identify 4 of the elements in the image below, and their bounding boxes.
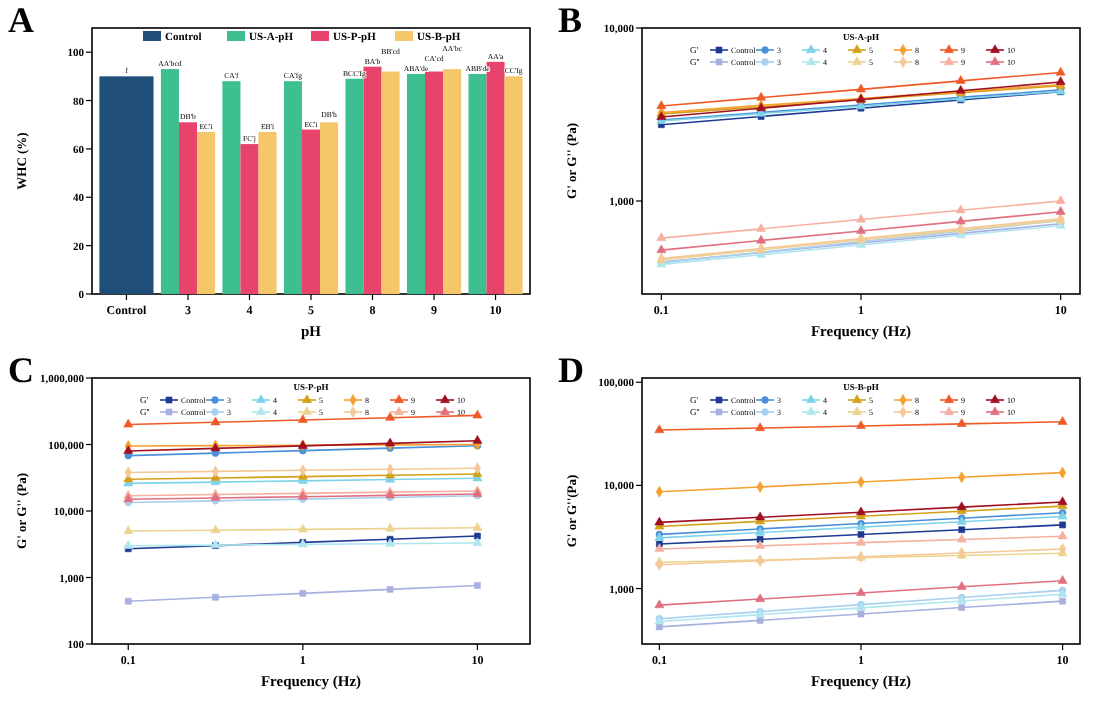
chart-title: C bbox=[8, 350, 34, 390]
chart-title: B bbox=[558, 0, 583, 40]
chart-title: D bbox=[558, 350, 584, 390]
chart-title: A bbox=[8, 0, 34, 40]
